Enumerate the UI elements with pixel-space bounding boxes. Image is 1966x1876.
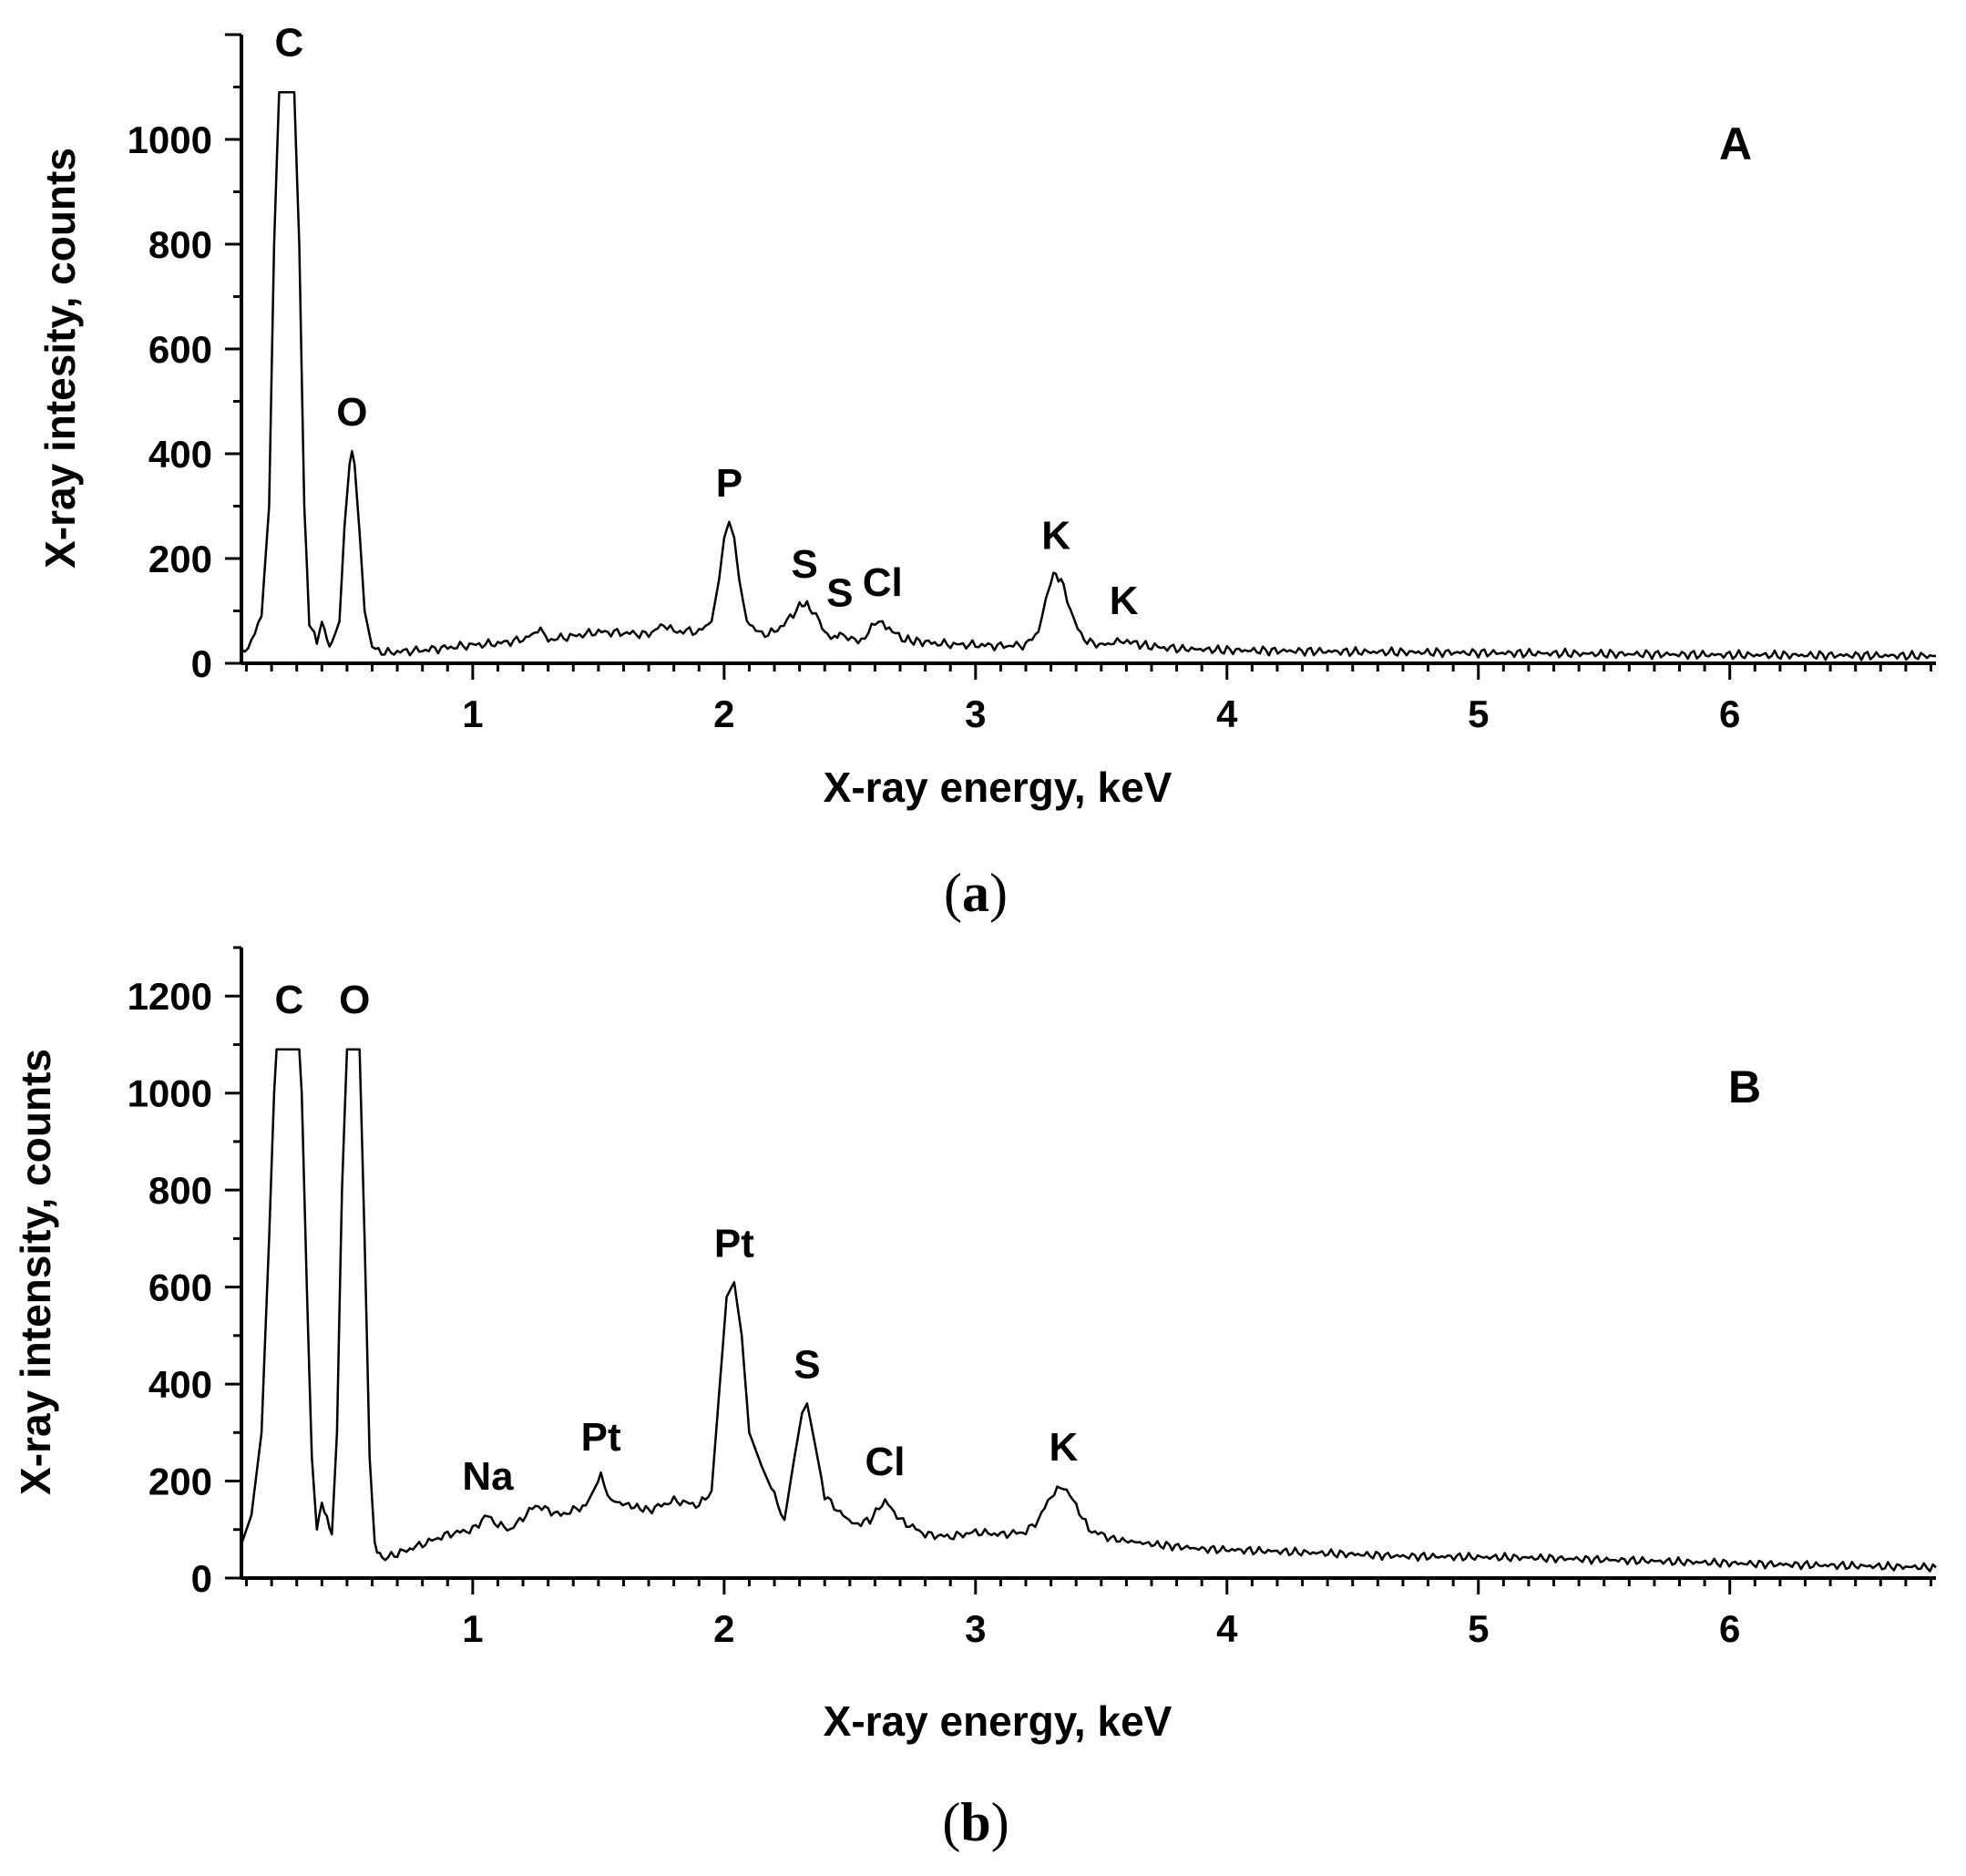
peak-label: Pt bbox=[581, 1415, 621, 1460]
x-tick-label: 4 bbox=[1216, 692, 1238, 735]
x-tick-label: 1 bbox=[462, 692, 483, 735]
peak-label: C bbox=[275, 978, 304, 1022]
y-tick-label: 800 bbox=[148, 1169, 212, 1212]
spectrum-line bbox=[240, 1048, 1937, 1573]
x-axis-title: X-ray energy, keV bbox=[824, 764, 1172, 811]
panel-caption: (b) bbox=[942, 1792, 1009, 1852]
x-tick-label: 6 bbox=[1719, 692, 1740, 735]
panel-caption: (a) bbox=[944, 863, 1008, 923]
caption-letter: b bbox=[960, 1792, 990, 1852]
peak-label: S bbox=[826, 571, 853, 616]
panel-identifier: A bbox=[1719, 118, 1752, 169]
panel-identifier: B bbox=[1728, 1061, 1761, 1112]
peak-label: Cl bbox=[863, 560, 903, 605]
x-tick-label: 3 bbox=[965, 1607, 986, 1650]
y-tick-label: 600 bbox=[148, 328, 212, 371]
peak-label: S bbox=[791, 542, 817, 587]
peak-label: K bbox=[1050, 1425, 1079, 1470]
y-tick-label: 0 bbox=[191, 1557, 212, 1600]
peak-label: C bbox=[275, 20, 304, 65]
caption-letter: a bbox=[962, 863, 989, 923]
x-tick-label: 3 bbox=[965, 692, 986, 735]
spectrum-line bbox=[241, 91, 1936, 661]
y-tick-label: 200 bbox=[148, 538, 212, 580]
y-tick-label: 1000 bbox=[128, 118, 212, 161]
x-tick-label: 6 bbox=[1719, 1607, 1740, 1650]
peak-label: K bbox=[1110, 579, 1139, 623]
peak-label: O bbox=[336, 390, 367, 435]
peak-label: Cl bbox=[865, 1440, 905, 1484]
y-tick-label: 1000 bbox=[128, 1072, 212, 1115]
chart-panel-b: 1 2 3 4 5 6 0 200 400 600 800 1000 1200 X-ray energy,… bbox=[12, 946, 1937, 1852]
x-tick-label: 1 bbox=[462, 1607, 483, 1650]
peak-label: Na bbox=[462, 1454, 514, 1499]
peak-label: O bbox=[339, 978, 370, 1022]
y-tick-label: 400 bbox=[148, 433, 212, 476]
y-tick-label: 0 bbox=[191, 642, 212, 685]
x-tick-label: 4 bbox=[1216, 1607, 1238, 1650]
peak-label: S bbox=[794, 1342, 820, 1387]
y-axis-title: X-ray intensity, counts bbox=[12, 1049, 59, 1495]
x-axis-title: X-ray energy, keV bbox=[824, 1697, 1172, 1745]
y-tick-label: 800 bbox=[148, 223, 212, 266]
y-tick-label: 1200 bbox=[128, 975, 212, 1018]
peak-label: P bbox=[716, 461, 742, 506]
peak-label: K bbox=[1041, 513, 1070, 558]
x-tick-label: 5 bbox=[1468, 1607, 1489, 1650]
peak-label: Pt bbox=[714, 1221, 754, 1266]
y-axis-title: X-ray intesity, counts bbox=[36, 148, 84, 569]
y-tick-label: 200 bbox=[148, 1461, 212, 1503]
x-tick-label: 2 bbox=[713, 692, 734, 735]
x-tick-label: 5 bbox=[1468, 692, 1489, 735]
x-tick-label: 2 bbox=[713, 1607, 734, 1650]
chart-panel-a: 1 2 3 4 5 6 0 200 400 600 800 1000 X-ray energy, keV… bbox=[36, 20, 1936, 923]
y-tick-label: 400 bbox=[148, 1363, 212, 1406]
y-tick-label: 600 bbox=[148, 1266, 212, 1309]
